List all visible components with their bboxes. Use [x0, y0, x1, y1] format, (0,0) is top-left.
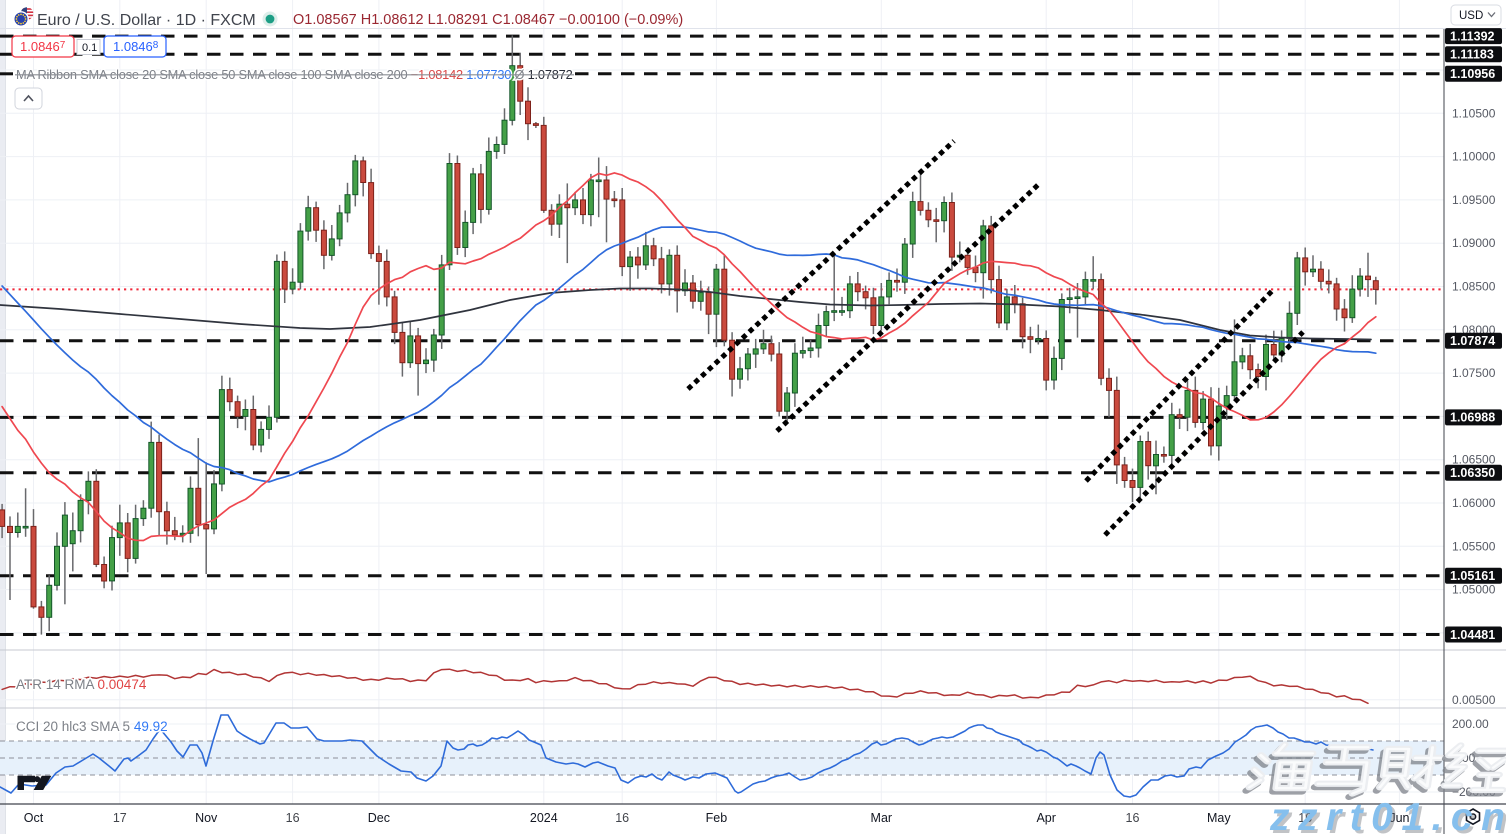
svg-text:Apr: Apr	[1036, 811, 1055, 825]
svg-text:1.09500: 1.09500	[1452, 193, 1496, 207]
svg-text:1.10500: 1.10500	[1452, 106, 1496, 120]
svg-text:1.07874: 1.07874	[1450, 334, 1495, 348]
svg-text:1.05000: 1.05000	[1452, 583, 1496, 597]
svg-text:1.04481: 1.04481	[1450, 628, 1495, 642]
svg-text:1.06988: 1.06988	[1450, 411, 1495, 425]
svg-text:Euro / U.S. Dollar · 1D · FXCM: Euro / U.S. Dollar · 1D · FXCM	[37, 12, 256, 29]
svg-text:Jun: Jun	[1389, 811, 1409, 825]
svg-text:zzrt01.cn: zzrt01.cn	[1269, 796, 1506, 834]
svg-text:May: May	[1207, 811, 1231, 825]
svg-text:17: 17	[113, 811, 127, 825]
svg-text:1.05161: 1.05161	[1450, 569, 1495, 583]
svg-text:1.09000: 1.09000	[1452, 236, 1496, 250]
svg-text:Oct: Oct	[24, 811, 44, 825]
svg-text:1.11392: 1.11392	[1450, 29, 1495, 43]
svg-text:1.05500: 1.05500	[1452, 539, 1496, 553]
svg-text:Nov: Nov	[195, 811, 218, 825]
svg-text:16: 16	[1298, 811, 1312, 825]
svg-text:2024: 2024	[530, 811, 558, 825]
svg-text:zzrt01.cn: zzrt01.cn	[1272, 799, 1506, 834]
svg-text:1.06500: 1.06500	[1452, 453, 1496, 467]
svg-text:1.06000: 1.06000	[1452, 496, 1496, 510]
svg-text:16: 16	[1126, 811, 1140, 825]
svg-text:Feb: Feb	[706, 811, 728, 825]
svg-text:USD: USD	[1459, 10, 1483, 22]
svg-text:Dec: Dec	[368, 811, 390, 825]
svg-text:16: 16	[615, 811, 629, 825]
svg-text:16: 16	[286, 811, 300, 825]
svg-text:O1.08567 H1.08612 L1.08291: O1.08567 H1.08612 L1.08291 C1.08467 −0.0…	[293, 12, 683, 28]
svg-text:1.07500: 1.07500	[1452, 366, 1496, 380]
svg-text:0.00500: 0.00500	[1452, 693, 1496, 707]
svg-text:1.10956: 1.10956	[1450, 67, 1495, 81]
svg-text:1.08500: 1.08500	[1452, 280, 1496, 294]
svg-text:1.10000: 1.10000	[1452, 150, 1496, 164]
svg-text:1.08467: 1.08467	[20, 39, 66, 54]
svg-text:1.06350: 1.06350	[1450, 466, 1495, 480]
svg-text:CCI 20 hlc3 SMA 5 49.92: CCI 20 hlc3 SMA 5 49.92	[16, 719, 168, 734]
svg-text:1.08468: 1.08468	[113, 39, 159, 54]
svg-text:200.00: 200.00	[1452, 717, 1489, 731]
svg-text:1.11183: 1.11183	[1450, 48, 1494, 62]
svg-text:Mar: Mar	[871, 811, 893, 825]
svg-text:ATR 14 RMA 0.00474: ATR 14 RMA 0.00474	[16, 677, 147, 692]
svg-text:0.1: 0.1	[82, 42, 97, 54]
